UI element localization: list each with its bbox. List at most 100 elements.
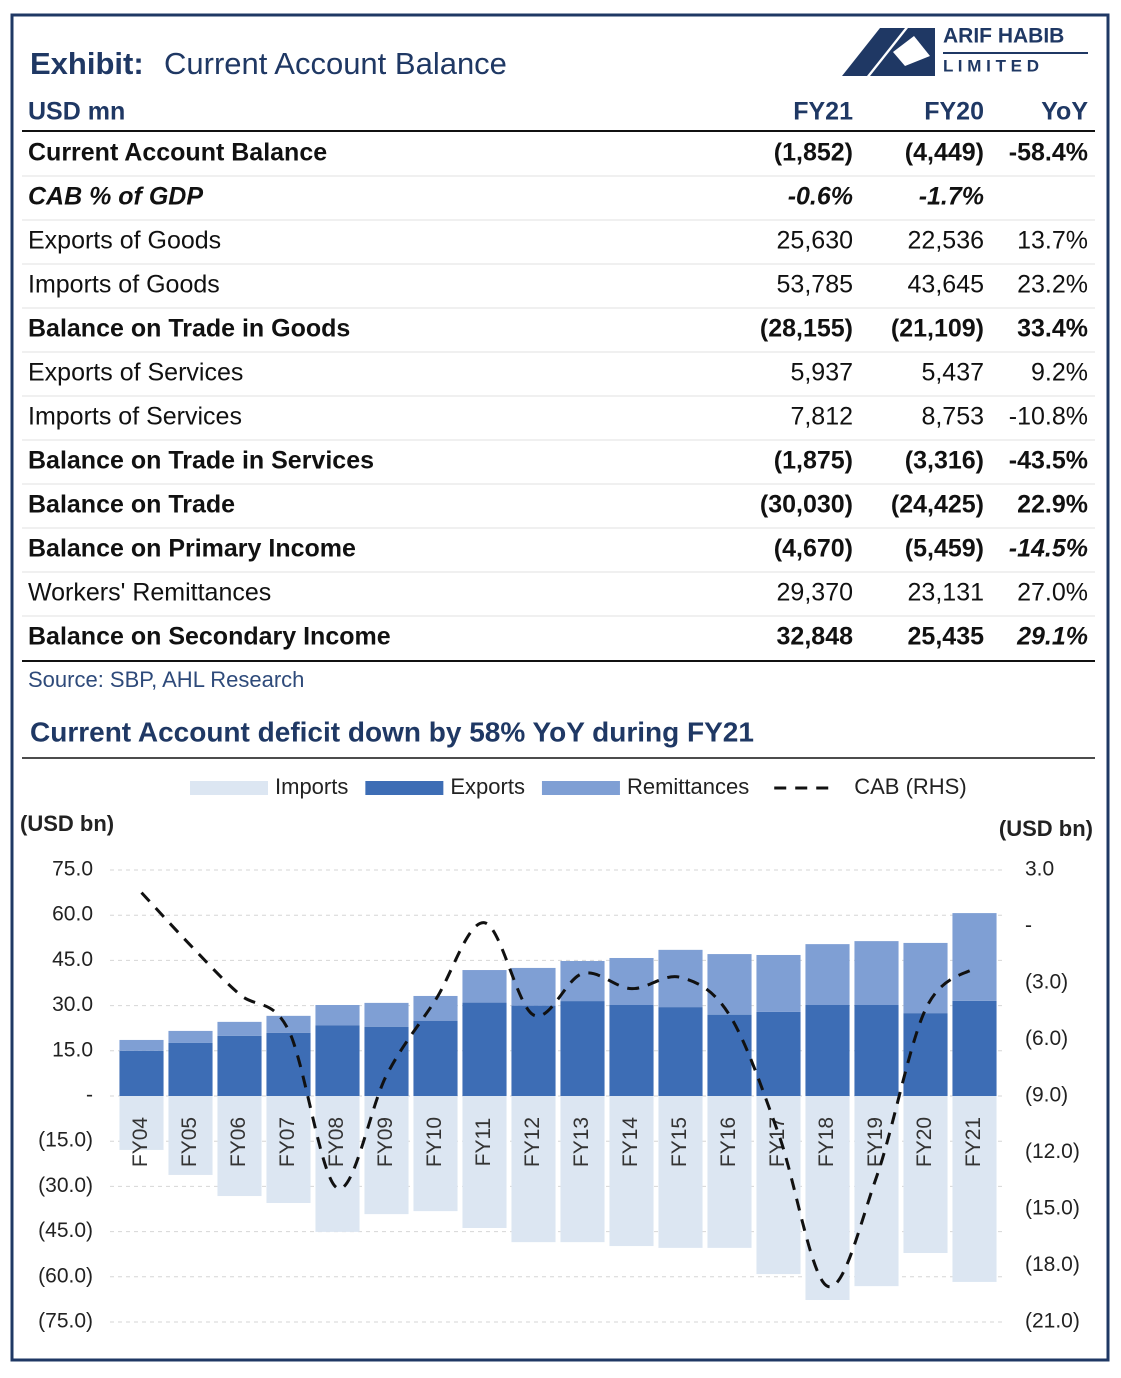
bar xyxy=(462,1002,507,1096)
cell-value: 32,848 xyxy=(777,623,854,651)
bar xyxy=(266,1032,311,1096)
x-tick-label: FY14 xyxy=(619,1117,642,1168)
bar xyxy=(903,1096,948,1253)
cell-value: (21,109) xyxy=(891,315,984,343)
row-label: Imports of Goods xyxy=(28,271,220,299)
cell-value: 5,937 xyxy=(790,359,853,387)
bar xyxy=(364,1026,409,1096)
bar xyxy=(854,1096,899,1287)
cell-value: 9.2% xyxy=(1031,359,1088,387)
bar xyxy=(805,944,850,1005)
cell-value: (3,316) xyxy=(905,447,984,475)
bar xyxy=(413,1020,458,1096)
chart-title: Current Account deficit down by 58% YoY … xyxy=(30,716,754,747)
y2-tick-label: - xyxy=(1025,914,1032,937)
bar xyxy=(609,1096,654,1247)
bar xyxy=(658,949,703,1008)
bar xyxy=(854,1004,899,1096)
bar xyxy=(217,1035,262,1096)
x-tick-label: FY10 xyxy=(423,1117,446,1167)
bar xyxy=(658,1096,703,1248)
x-tick-label: FY09 xyxy=(374,1117,397,1167)
logo-shape xyxy=(842,28,905,76)
bar xyxy=(462,1096,507,1228)
x-tick-label: FY12 xyxy=(521,1117,544,1167)
bar xyxy=(119,1050,164,1096)
bar xyxy=(952,1096,997,1282)
cell-value: (4,449) xyxy=(905,139,984,167)
cell-value: (5,459) xyxy=(905,535,984,563)
cell-value: (1,852) xyxy=(774,139,853,167)
row-label: CAB % of GDP xyxy=(28,183,203,211)
bar xyxy=(854,941,899,1005)
row-label: Balance on Trade in Services xyxy=(28,447,374,475)
bar xyxy=(168,1030,213,1043)
bar xyxy=(560,1096,605,1243)
bar xyxy=(609,957,654,1005)
legend-label: Imports xyxy=(275,774,348,799)
y2-tick-label: (15.0) xyxy=(1025,1197,1080,1220)
logo-shape xyxy=(893,36,930,66)
bar xyxy=(217,1096,262,1197)
exhibit-label: Exhibit: xyxy=(30,46,144,81)
cell-value: 53,785 xyxy=(777,271,853,299)
bar xyxy=(609,1004,654,1096)
bar xyxy=(266,1015,311,1033)
cell-value: 33.4% xyxy=(1017,315,1088,343)
bar xyxy=(707,954,752,1015)
row-label: Current Account Balance xyxy=(28,139,327,167)
y-tick-label: (60.0) xyxy=(38,1264,93,1287)
column-header: USD mn xyxy=(28,98,125,126)
y-tick-label: (45.0) xyxy=(38,1219,93,1242)
y-tick-label: 75.0 xyxy=(52,858,93,881)
bar xyxy=(217,1021,262,1036)
cell-value: (24,425) xyxy=(891,491,984,519)
logo-name: ARIF HABIB xyxy=(943,25,1064,48)
bar xyxy=(364,1002,409,1027)
cell-value: 29.1% xyxy=(1016,623,1088,651)
row-label: Balance on Trade xyxy=(28,491,235,519)
y-tick-label: (30.0) xyxy=(38,1174,93,1197)
bar xyxy=(903,942,948,1014)
cell-value: -0.6% xyxy=(788,183,853,211)
bar xyxy=(756,954,801,1012)
bars xyxy=(119,913,997,1301)
source: Source: SBP, AHL Research xyxy=(28,667,304,692)
x-tick-label: FY04 xyxy=(129,1117,152,1168)
x-tick-label: FY18 xyxy=(815,1117,838,1167)
y2-tick-label: 3.0 xyxy=(1025,858,1054,881)
bar xyxy=(511,1096,556,1243)
x-tick-label: FY11 xyxy=(472,1118,495,1167)
row-label: Balance on Trade in Goods xyxy=(28,315,350,343)
bar xyxy=(560,1001,605,1096)
cell-value: -58.4% xyxy=(1009,139,1088,167)
bar xyxy=(952,1000,997,1096)
x-tick-label: FY15 xyxy=(668,1117,691,1167)
cell-value: 13.7% xyxy=(1017,227,1088,255)
legend-swatch xyxy=(190,781,268,795)
cell-value: -10.8% xyxy=(1009,403,1088,431)
bar xyxy=(315,1004,360,1026)
column-header: FY21 xyxy=(793,98,853,126)
bar xyxy=(952,913,997,1001)
bar xyxy=(805,1004,850,1096)
bar xyxy=(413,1096,458,1212)
exhibit-title: Current Account Balance xyxy=(164,46,507,81)
y2-tick-label: (9.0) xyxy=(1025,1084,1068,1107)
bar xyxy=(266,1096,311,1203)
cell-value: (30,030) xyxy=(760,491,853,519)
legend-swatch xyxy=(365,781,444,795)
y2-tick-label: (18.0) xyxy=(1025,1253,1080,1276)
x-tick-label: FY21 xyxy=(962,1117,985,1167)
legend-label: Remittances xyxy=(627,774,749,799)
cell-value: 7,812 xyxy=(790,403,853,431)
cell-value: (1,875) xyxy=(774,447,853,475)
y-tick-label: 30.0 xyxy=(52,993,93,1016)
cell-value: 22,536 xyxy=(908,227,984,255)
cell-value: (4,670) xyxy=(774,535,853,563)
x-tick-label: FY13 xyxy=(570,1117,593,1167)
cell-value: -14.5% xyxy=(1009,535,1088,563)
row-label: Exports of Goods xyxy=(28,227,221,255)
x-tick-label: FY07 xyxy=(276,1117,299,1167)
x-tick-label: FY06 xyxy=(227,1117,250,1167)
